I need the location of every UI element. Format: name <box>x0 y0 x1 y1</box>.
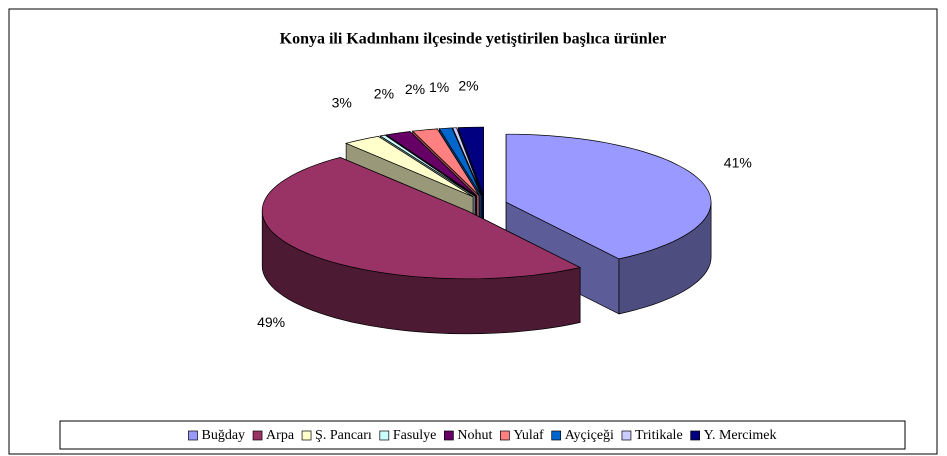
data-label: 2% <box>374 86 394 102</box>
legend-label: Arpa <box>266 428 295 443</box>
data-label: 3% <box>332 95 352 111</box>
pie-slice <box>457 126 484 196</box>
data-label: 49% <box>257 314 285 330</box>
pie-slice <box>344 136 474 198</box>
legend-label: Y. Mercimek <box>704 428 777 443</box>
pie-slice <box>385 131 477 197</box>
legend-swatch <box>690 430 701 441</box>
legend-label: Fasulye <box>393 428 437 443</box>
pie-slice <box>505 133 712 260</box>
pie-slice <box>379 134 476 197</box>
legend-swatch <box>301 430 312 441</box>
legend-swatch <box>621 430 632 441</box>
legend-swatch <box>252 430 263 441</box>
legend-label: Yulaf <box>513 428 544 443</box>
legend-label: Tritikale <box>635 428 683 443</box>
legend-label: Ş. Pancarı <box>315 428 372 443</box>
data-label: 41% <box>724 155 752 171</box>
legend-swatch <box>188 430 198 441</box>
pie-tops <box>261 126 712 280</box>
legend-swatch <box>500 430 510 441</box>
data-label: 2% <box>458 77 478 93</box>
pie-slice <box>261 157 582 280</box>
legend-swatch <box>379 430 390 441</box>
data-label: 1% <box>429 79 449 95</box>
legend-label: Nohut <box>457 428 492 443</box>
data-label: 2% <box>405 81 425 97</box>
pie-slice <box>411 128 480 196</box>
pie-labels: 41%49%3%2% 2% 1% 2% <box>257 77 752 330</box>
legend-swatch <box>444 430 454 441</box>
legend-box <box>59 420 906 450</box>
pie-slice <box>438 127 482 196</box>
legend: Buğday Arpa Ş. Pancarı Fasulye Nohut Yulaf Ayç… <box>188 428 777 443</box>
pie-slice <box>452 127 483 196</box>
chart-title: Konya ili Kadınhanı ilçesinde yetiştiril… <box>280 31 667 48</box>
legend-label: Ayçiçeği <box>565 428 614 443</box>
legend-swatch <box>551 430 562 441</box>
legend-label: Buğday <box>201 428 245 443</box>
